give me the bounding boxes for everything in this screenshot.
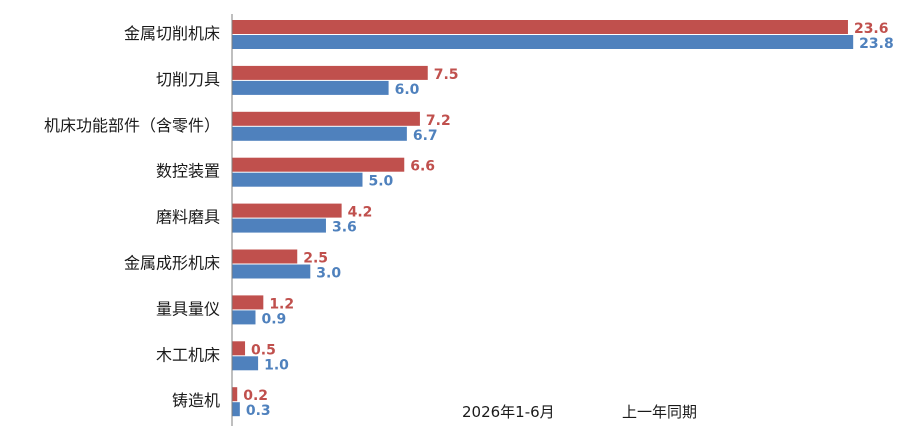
category-label: 木工机床: [156, 345, 220, 364]
data-label-previous: 0.9: [261, 311, 286, 327]
bar-previous: [232, 35, 854, 49]
bar-current: [232, 249, 298, 264]
data-label-current: 6.6: [410, 159, 435, 175]
data-label-current: 1.2: [269, 296, 294, 312]
data-label-previous: 6.0: [395, 82, 420, 98]
data-label-previous: 3.6: [332, 220, 357, 236]
legend: 2026年1-6月 上一年同期: [462, 403, 697, 421]
category-label: 量具量仪: [156, 299, 220, 318]
bar-previous: [232, 402, 240, 417]
data-label-previous: 23.8: [859, 36, 894, 52]
category-label: 金属成形机床: [124, 254, 220, 273]
data-label-current: 0.2: [243, 388, 268, 404]
bar-previous: [232, 80, 389, 95]
data-label-current: 0.5: [251, 342, 276, 358]
bar-current: [232, 65, 428, 80]
data-label-previous: 3.0: [316, 266, 341, 282]
data-label-current: 4.2: [348, 205, 373, 221]
category-label: 切削刀具: [156, 70, 220, 89]
bar-current: [232, 157, 405, 172]
bar-current: [232, 203, 342, 218]
category-label: 铸造机: [172, 391, 220, 410]
legend-entry-current: 2026年1-6月: [462, 403, 555, 421]
bar-current: [232, 20, 848, 34]
bars-layer: [232, 20, 854, 417]
data-label-current: 23.6: [854, 21, 889, 37]
bar-previous: [232, 264, 311, 279]
data-label-previous: 6.7: [413, 128, 438, 144]
bar-previous: [232, 310, 256, 325]
bar-previous: [232, 126, 407, 141]
category-label: 金属切削机床: [124, 24, 220, 43]
bar-previous: [232, 218, 326, 233]
category-label: 数控装置: [156, 162, 220, 181]
category-label: 机床功能部件（含零件）: [44, 116, 220, 135]
data-label-current: 2.5: [303, 251, 328, 267]
bar-current: [232, 341, 246, 356]
bar-current: [232, 111, 420, 126]
bar-current: [232, 295, 264, 310]
category-label: 磨料磨具: [156, 208, 220, 227]
bar-current: [232, 387, 238, 402]
data-label-previous: 1.0: [264, 357, 289, 373]
data-label-current: 7.2: [426, 113, 451, 129]
data-label-previous: 0.3: [246, 403, 271, 419]
bar-previous: [232, 356, 259, 371]
bar-previous: [232, 172, 363, 187]
data-label-current: 7.5: [434, 67, 459, 83]
data-label-previous: 5.0: [369, 174, 394, 190]
value-labels: 23.623.8 7.5 6.0 7.26.7 6.6 5.0 4.23.62.53.0 1.…: [243, 21, 894, 419]
legend-entry-previous: 上一年同期: [622, 403, 697, 421]
